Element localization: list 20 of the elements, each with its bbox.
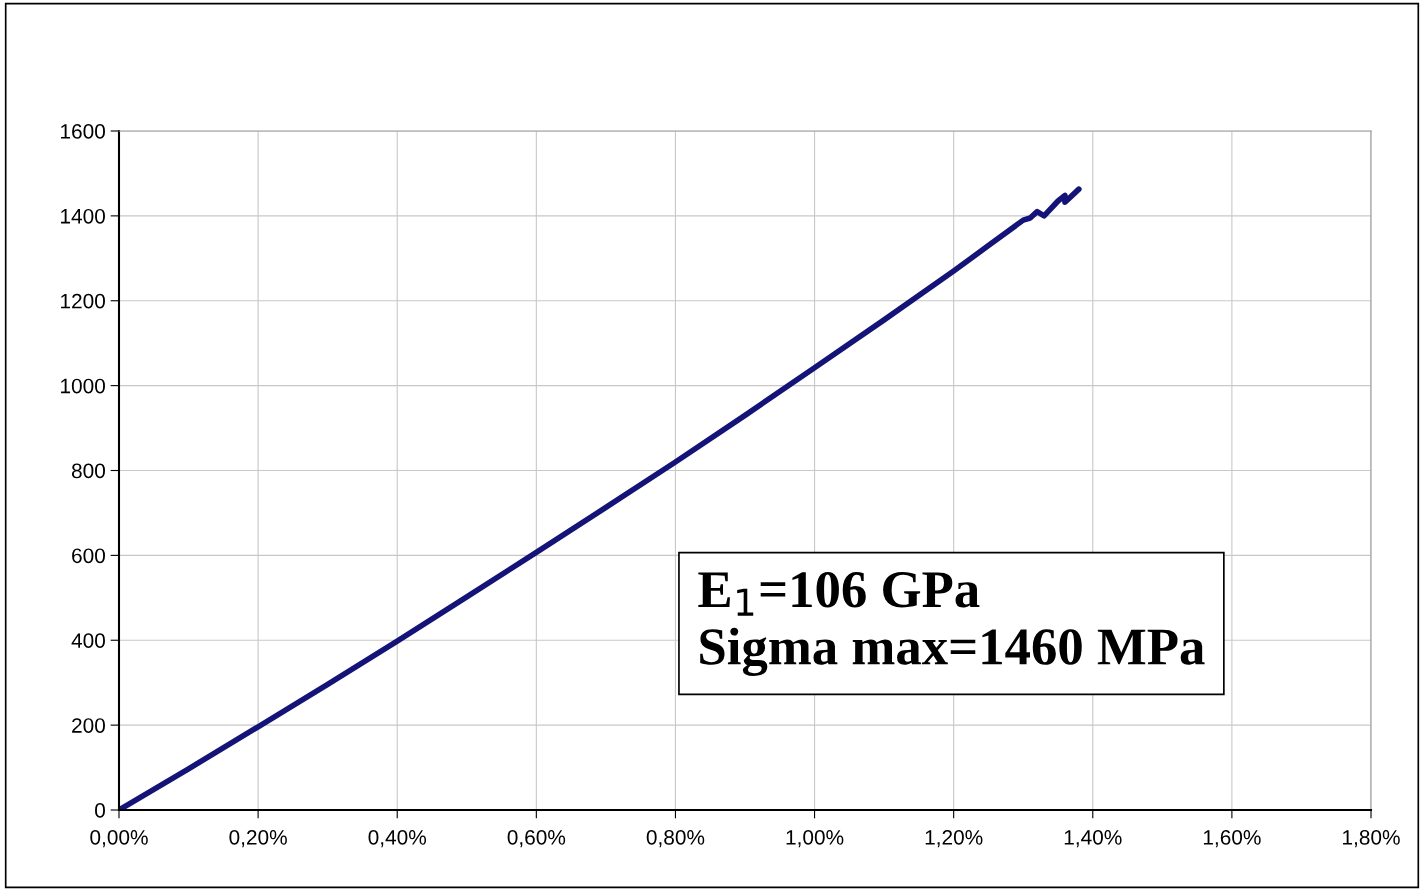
y-tick-label: 1000 xyxy=(61,378,105,394)
x-tick-label: 0,60% xyxy=(507,829,566,848)
y-tick-label: 1600 xyxy=(61,124,105,139)
x-tick-label: 1,20% xyxy=(925,829,983,848)
x-tick-label: 1,60% xyxy=(1203,829,1261,848)
x-tick-label: 0,00% xyxy=(90,829,148,848)
y-tick-label: 400 xyxy=(71,633,105,648)
x-tick-label: 1,40% xyxy=(1064,829,1122,848)
y-tick-label: 200 xyxy=(72,718,105,733)
y-tick-label: 0 xyxy=(95,803,105,818)
x-tick-label: 1,00% xyxy=(786,829,844,848)
y-tick-label: 600 xyxy=(72,548,105,564)
x-tick-label: 0,80% xyxy=(646,829,705,848)
y-tick-label: 1400 xyxy=(61,208,105,224)
x-tick-label: 0,40% xyxy=(368,829,427,848)
y-tick-label: 800 xyxy=(71,463,105,479)
x-tick-label: 0,20% xyxy=(229,829,287,848)
y-tick-label: 1200 xyxy=(61,293,105,309)
annotation: E$_{1}$=106 GPa Sigma max=1460 MPa xyxy=(698,571,1205,676)
x-tick-label: 1,80% xyxy=(1343,829,1400,848)
